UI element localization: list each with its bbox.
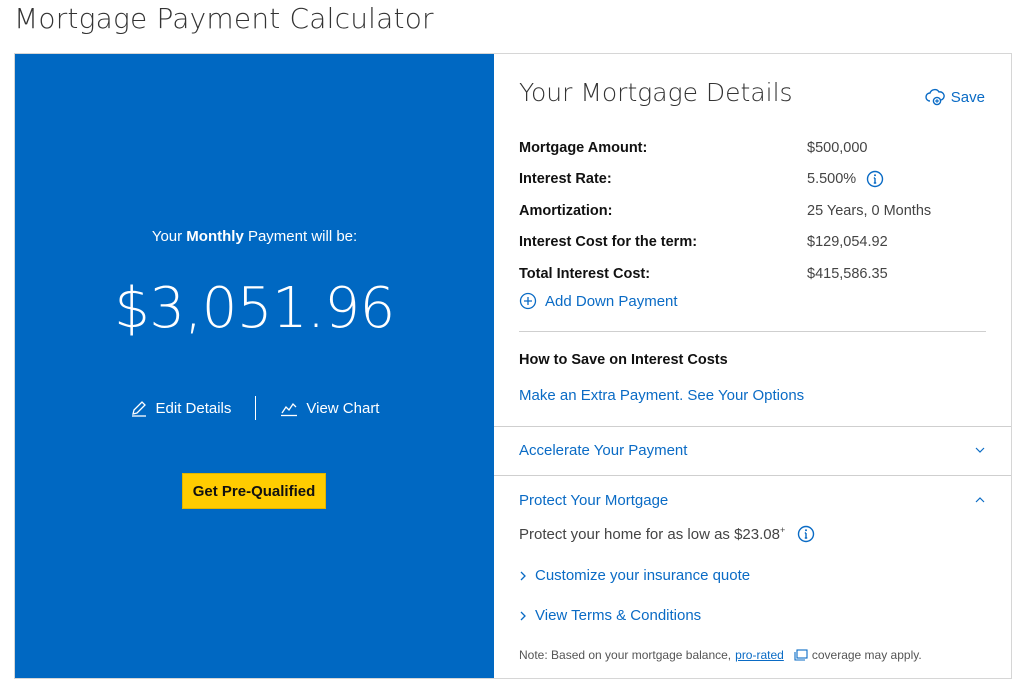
external-window-icon xyxy=(794,649,808,661)
detail-value: 25 Years, 0 Months xyxy=(807,203,931,219)
accelerate-payment-label: Accelerate Your Payment xyxy=(519,441,688,459)
protect-home-price: Protect your home for as low as $23.08+ xyxy=(519,525,785,543)
protect-text-sup: + xyxy=(779,525,786,535)
detail-value: $415,586.35 xyxy=(807,266,888,282)
page-title: Mortgage Payment Calculator xyxy=(14,2,434,35)
monthly-label-prefix: Your xyxy=(151,228,187,245)
protect-mortgage-accordion[interactable]: Protect Your Mortgage xyxy=(519,490,986,510)
section-divider xyxy=(519,331,986,332)
detail-row-mortgage-amount: Mortgage Amount: $500,000 xyxy=(519,132,989,164)
detail-label: Total Interest Cost: xyxy=(519,265,651,282)
detail-value-text: $129,054.92 xyxy=(807,234,888,251)
chevron-right-icon xyxy=(520,571,526,580)
note-prefix: Note: Based on your mortgage balance, xyxy=(519,648,732,662)
customize-quote-link[interactable]: Customize your insurance quote xyxy=(519,567,750,584)
summary-actions: Edit Details View Chart xyxy=(15,396,494,420)
detail-value-text: 5.500% xyxy=(807,171,857,188)
detail-value: $129,054.92 xyxy=(807,234,888,250)
view-chart-button[interactable]: View Chart xyxy=(280,399,379,417)
terms-conditions-label: View Terms & Conditions xyxy=(535,607,702,624)
pencil-icon xyxy=(131,401,146,417)
save-button[interactable]: Save xyxy=(925,88,985,106)
info-icon[interactable] xyxy=(797,525,815,543)
add-down-payment-label: Add Down Payment xyxy=(545,292,678,310)
monthly-label-bold: Monthly xyxy=(186,228,244,245)
terms-conditions-link[interactable]: View Terms & Conditions xyxy=(519,607,701,624)
accordion-divider xyxy=(494,475,1011,476)
payment-summary-panel: Your Monthly Payment will be: $3,051.96 … xyxy=(15,54,494,678)
protect-home-text: Protect your home for as low as $23.08+ xyxy=(519,525,815,543)
add-down-payment-button[interactable]: Add Down Payment xyxy=(519,292,678,310)
detail-value-text: 25 Years, 0 Months xyxy=(807,202,932,219)
actions-divider xyxy=(255,396,257,420)
detail-label: Interest Cost for the term: xyxy=(519,234,698,251)
monthly-label-suffix: Payment will be: xyxy=(243,228,358,245)
detail-value: $500,000 xyxy=(807,140,867,156)
detail-row-interest-rate: Interest Rate: 5.500% xyxy=(519,164,989,196)
monthly-payment-label: Your Monthly Payment will be: xyxy=(15,228,494,245)
accelerate-payment-accordion[interactable]: Accelerate Your Payment xyxy=(519,440,986,460)
monthly-payment-amount: $3,051.96 xyxy=(114,276,395,341)
detail-label: Mortgage Amount: xyxy=(519,139,648,156)
edit-details-button[interactable]: Edit Details xyxy=(130,399,232,417)
pro-rated-link[interactable]: pro-rated xyxy=(735,648,784,662)
chevron-up-icon xyxy=(975,497,985,503)
edit-details-label: Edit Details xyxy=(155,399,232,417)
info-icon[interactable] xyxy=(866,170,884,188)
detail-row-total-interest: Total Interest Cost: $415,586.35 xyxy=(519,258,989,290)
save-label: Save xyxy=(950,88,985,106)
chevron-down-icon xyxy=(975,447,985,453)
accordion-divider xyxy=(494,426,1011,427)
protect-text-main: Protect your home for as low as $23.08 xyxy=(519,526,780,543)
view-chart-label: View Chart xyxy=(306,399,380,417)
calculator-card: Your Monthly Payment will be: $3,051.96 … xyxy=(14,53,1012,679)
customize-quote-label: Customize your insurance quote xyxy=(535,567,751,584)
details-rows: Mortgage Amount: $500,000 Interest Rate:… xyxy=(519,132,989,290)
extra-payment-link[interactable]: Make an Extra Payment. See Your Options xyxy=(519,387,805,404)
detail-value-text: $415,586.35 xyxy=(807,265,888,282)
plus-circle-icon xyxy=(519,292,537,310)
get-pre-qualified-button[interactable]: Get Pre-Qualified xyxy=(182,473,326,509)
protect-mortgage-label: Protect Your Mortgage xyxy=(519,491,669,509)
save-interest-heading: How to Save on Interest Costs xyxy=(519,352,728,368)
chevron-right-icon xyxy=(520,611,526,620)
detail-row-term-interest: Interest Cost for the term: $129,054.92 xyxy=(519,227,989,259)
detail-value-text: $500,000 xyxy=(807,139,868,156)
mortgage-details-panel: Your Mortgage Details Save Mortgage Amou… xyxy=(494,54,1011,678)
detail-label: Amortization: xyxy=(519,202,613,219)
line-chart-icon xyxy=(281,402,298,417)
detail-label: Interest Rate: xyxy=(519,171,612,188)
details-heading: Your Mortgage Details xyxy=(519,78,793,107)
detail-row-amortization: Amortization: 25 Years, 0 Months xyxy=(519,195,989,227)
coverage-note: Note: Based on your mortgage balance, pr… xyxy=(519,648,922,662)
save-cloud-icon xyxy=(925,88,945,106)
note-suffix: coverage may apply. xyxy=(811,648,922,662)
detail-value: 5.500% xyxy=(807,170,884,188)
